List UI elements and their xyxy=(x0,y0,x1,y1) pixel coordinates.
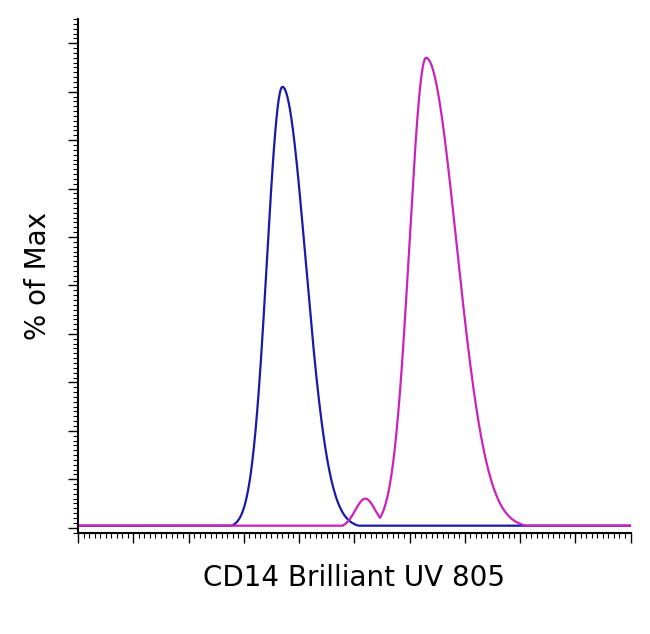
Y-axis label: % of Max: % of Max xyxy=(24,212,52,340)
X-axis label: CD14 Brilliant UV 805: CD14 Brilliant UV 805 xyxy=(203,564,505,592)
